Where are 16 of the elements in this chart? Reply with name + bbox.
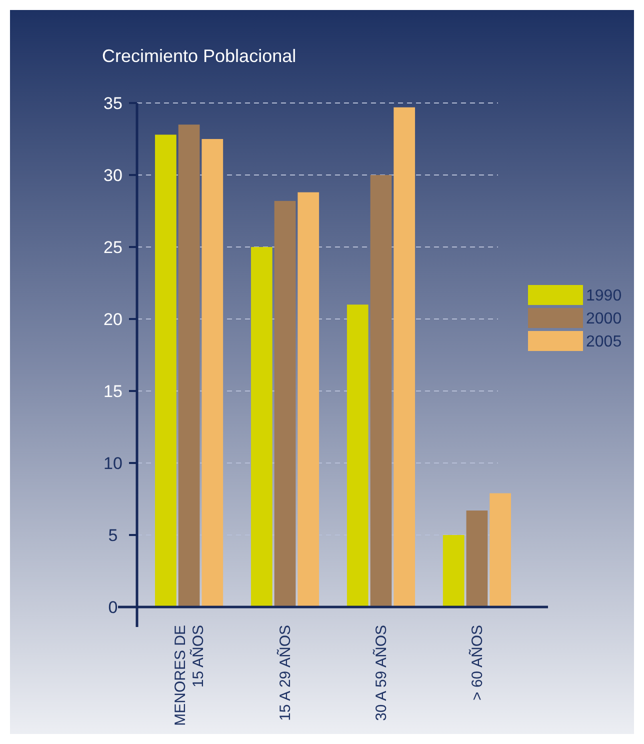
y-tick-label: 5 <box>108 526 118 545</box>
legend-label: 1990 <box>586 288 622 305</box>
x-tick-label: 30 A 59 AÑOS <box>372 625 390 721</box>
x-tick-label: > 60 AÑOS <box>468 625 486 700</box>
legend-label: 2005 <box>586 334 622 351</box>
x-tick-label: MENORES DE 15 AÑOS <box>172 625 208 726</box>
y-tick-label: 25 <box>104 238 122 257</box>
y-tick-label: 30 <box>104 166 122 185</box>
chart-title: Crecimiento Poblacional <box>102 46 296 66</box>
y-tick-label: 20 <box>104 310 122 329</box>
x-tick-label: 15 A 29 AÑOS <box>276 625 294 721</box>
legend-label: 2000 <box>586 310 622 328</box>
y-tick-label: 35 <box>104 94 122 113</box>
y-tick-label: 15 <box>104 382 122 401</box>
y-tick-label: 10 <box>104 454 122 473</box>
y-tick-label: 0 <box>108 598 118 617</box>
